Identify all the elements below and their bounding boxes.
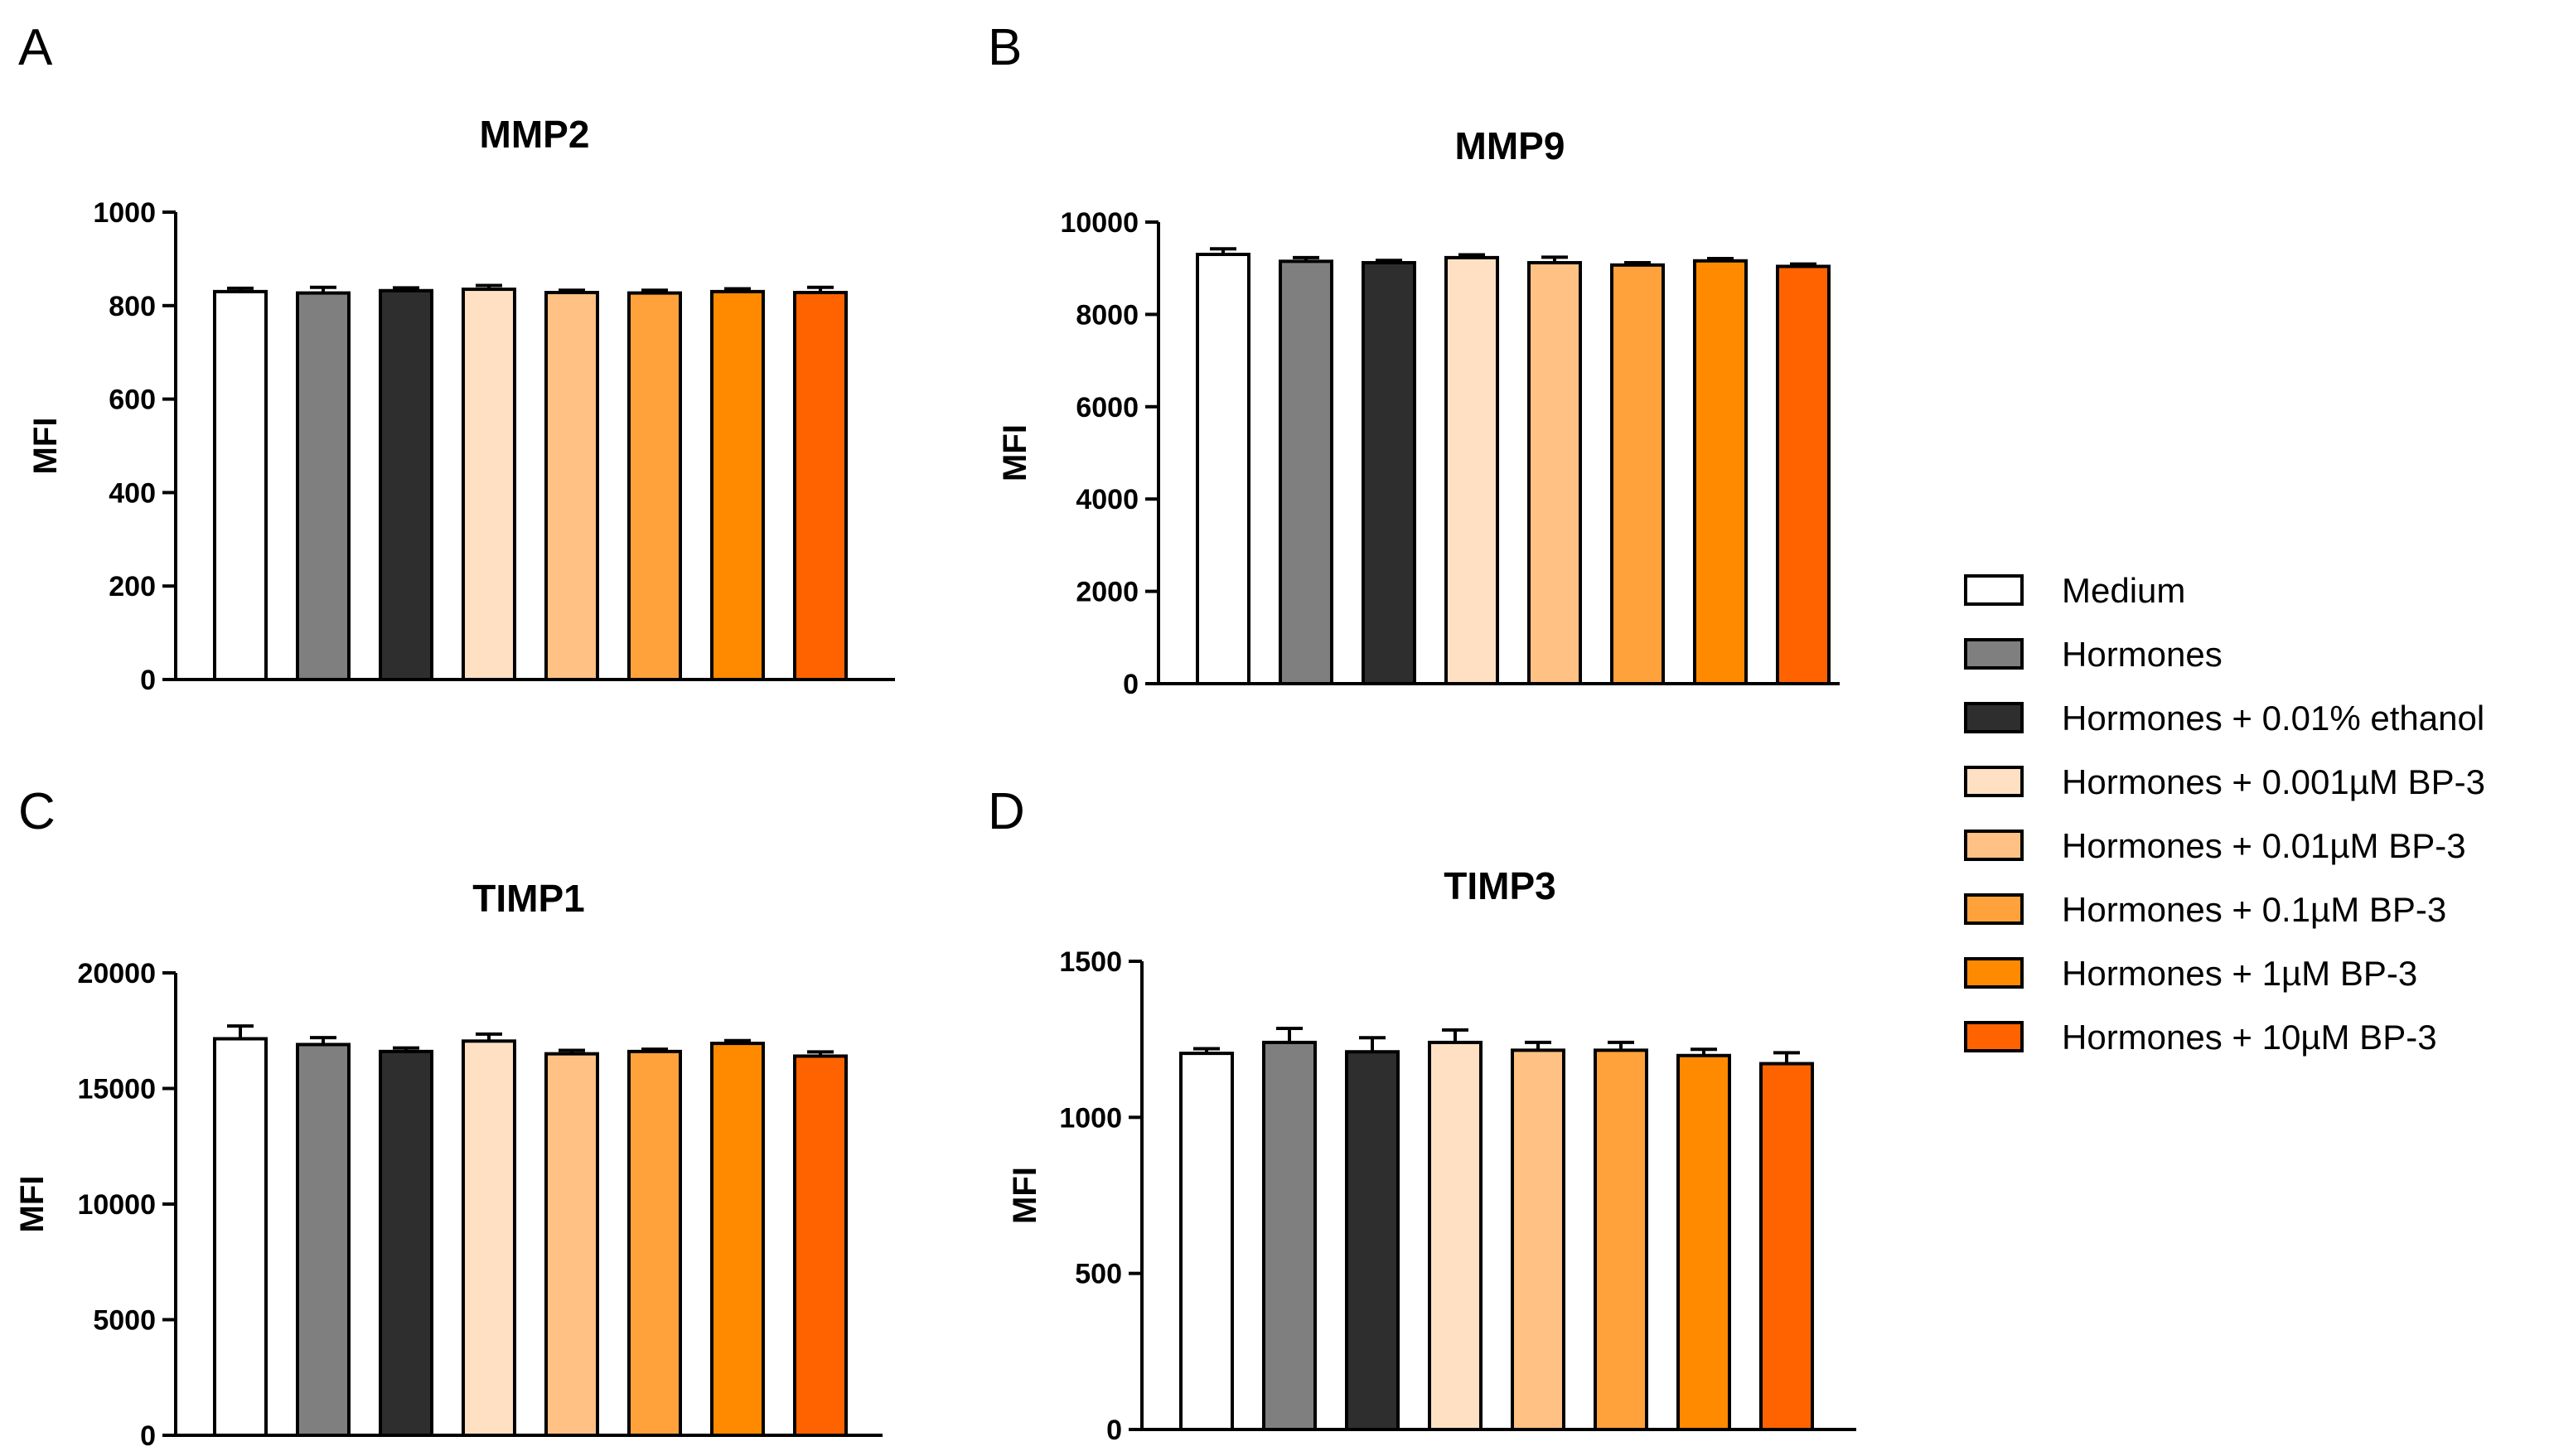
bar (1527, 261, 1582, 685)
chart-panel-b: B MMP9 0 2000 4000 6000 8000 10000 MFI (988, 19, 1840, 700)
bar (793, 291, 848, 681)
panel-letter: A (18, 19, 53, 76)
y-tick-label: 2000 (1076, 577, 1139, 608)
chart-title: TIMP1 (472, 877, 584, 920)
chart-panel-d: D TIMP3 0 500 1000 1500 MFI (988, 783, 1856, 1446)
panel-letter: B (988, 19, 1022, 76)
bar (462, 1039, 516, 1438)
y-tick-label: 10000 (77, 1189, 156, 1221)
bar (1196, 252, 1250, 685)
legend-label: Hormones (2062, 635, 2223, 674)
bar (1279, 259, 1333, 685)
chart-title: MMP9 (1455, 124, 1565, 167)
bar (1594, 1048, 1648, 1431)
bar (379, 1049, 433, 1437)
y-tick-label: 0 (1106, 1415, 1122, 1446)
bar (710, 289, 765, 681)
chart-title: TIMP3 (1444, 864, 1555, 907)
y-tick-label: 600 (109, 385, 156, 416)
bar (1362, 261, 1416, 685)
y-tick-label: 4000 (1076, 484, 1139, 515)
legend-item: Hormones + 1µM BP-3 (1964, 954, 2417, 993)
chart-title: MMP2 (480, 113, 590, 156)
legend-item: Hormones + 0.01% ethanol (1964, 699, 2484, 738)
y-tick-label: 200 (109, 571, 156, 602)
bar (1759, 1062, 1814, 1431)
bar (1179, 1052, 1234, 1432)
legend-label: Hormones + 10µM BP-3 (2062, 1018, 2437, 1057)
bar (296, 291, 351, 681)
y-tick-label: 10000 (1060, 207, 1139, 239)
legend-item: Hormones + 10µM BP-3 (1964, 1018, 2437, 1057)
bar (213, 289, 268, 681)
bar (627, 1049, 682, 1437)
bar (1444, 255, 1499, 686)
y-axis-label: MFI (14, 1176, 51, 1233)
legend-item: Medium (1964, 571, 2185, 610)
y-tick-label: 1500 (1059, 946, 1122, 978)
legend-label: Hormones + 1µM BP-3 (2062, 954, 2417, 993)
bar (1345, 1050, 1400, 1431)
bar (1428, 1040, 1483, 1432)
bar (627, 291, 682, 681)
bar (793, 1054, 848, 1437)
y-tick-label: 400 (109, 477, 156, 509)
bar (296, 1042, 351, 1437)
legend-swatch (1964, 638, 2024, 670)
bar (1610, 263, 1665, 685)
legend-swatch (1964, 893, 2024, 925)
y-axis-label: MFI (27, 418, 64, 475)
bar (379, 288, 433, 681)
y-tick-label: 6000 (1076, 392, 1139, 423)
legend-swatch (1964, 957, 2024, 989)
bar (1511, 1048, 1565, 1431)
y-tick-label: 15000 (77, 1074, 156, 1105)
y-tick-label: 1000 (93, 197, 156, 229)
legend-item: Hormones + 0.01µM BP-3 (1964, 826, 2466, 865)
bar (544, 291, 599, 681)
y-tick-label: 20000 (77, 958, 156, 989)
bar (1776, 264, 1831, 685)
legend-label: Hormones + 0.01µM BP-3 (2062, 826, 2466, 865)
bar (462, 288, 516, 681)
legend-swatch (1964, 1021, 2024, 1052)
legend-swatch (1964, 830, 2024, 861)
bar (710, 1042, 765, 1437)
legend-label: Hormones + 0.001µM BP-3 (2062, 762, 2485, 801)
legend-item: Hormones + 0.1µM BP-3 (1964, 890, 2446, 929)
legend-swatch (1964, 574, 2024, 606)
bar (1262, 1040, 1317, 1432)
y-tick-label: 8000 (1076, 299, 1139, 331)
panel-letter: D (988, 783, 1025, 840)
legend-label: Hormones + 0.01% ethanol (2062, 699, 2484, 738)
legend-item: Hormones + 0.001µM BP-3 (1964, 762, 2485, 801)
chart-panel-a: A MMP2 0 200 400 600 800 1000 MFI (18, 19, 895, 696)
y-tick-label: 5000 (93, 1305, 156, 1337)
y-tick-label: 0 (1123, 669, 1139, 700)
legend-label: Medium (2062, 571, 2185, 610)
y-tick-label: 500 (1075, 1259, 1122, 1290)
bar (1676, 1053, 1731, 1431)
y-tick-label: 1000 (1059, 1102, 1122, 1134)
y-tick-label: 0 (140, 665, 156, 696)
y-tick-label: 800 (109, 291, 156, 322)
legend: Medium Hormones Hormones + 0.01% ethanol Ho… (1964, 571, 2485, 1057)
y-axis-label: MFI (1007, 1167, 1043, 1224)
chart-panel-c: C TIMP1 0 5000 10000 15000 20000 MFI (14, 783, 883, 1452)
y-tick-label: 0 (140, 1420, 156, 1452)
bar (1693, 259, 1748, 685)
legend-swatch (1964, 766, 2024, 797)
panel-letter: C (18, 783, 56, 840)
bar (544, 1052, 599, 1438)
y-axis-label: MFI (997, 424, 1033, 481)
bar (213, 1037, 268, 1437)
legend-item: Hormones (1964, 635, 2223, 674)
legend-swatch (1964, 702, 2024, 733)
legend-label: Hormones + 0.1µM BP-3 (2062, 890, 2446, 929)
